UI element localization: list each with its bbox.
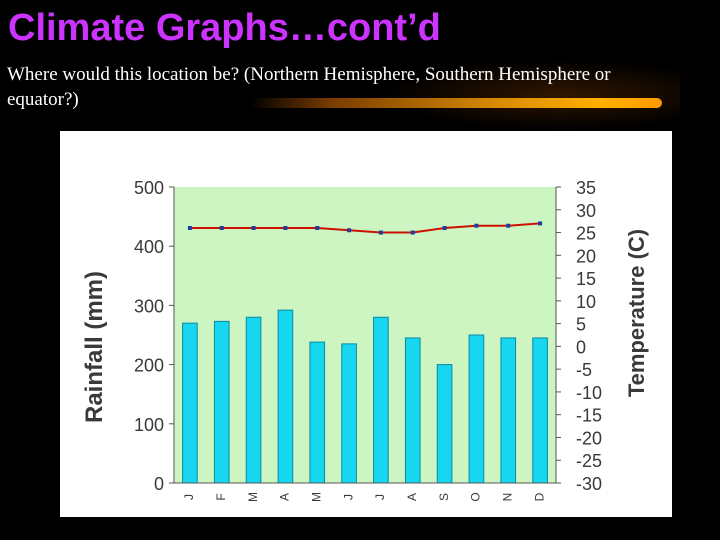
right-tick-label: 0: [576, 337, 586, 357]
left-tick-label: 0: [154, 474, 164, 494]
rainfall-bar: [341, 343, 357, 484]
temperature-point: [442, 225, 447, 230]
temperature-point: [410, 230, 415, 235]
plot-area: [174, 187, 556, 483]
climate-graph: 0 100 200 300 400 500 -30 -25 -20 -15 -10 -5 0 5 10 15 2…: [60, 131, 672, 517]
title-underline-bar: [250, 98, 662, 108]
right-tick-label: 20: [576, 246, 596, 266]
temperature-point: [474, 223, 479, 228]
temperature-point: [219, 225, 224, 230]
x-tick-label: M: [309, 492, 323, 502]
x-tick-label: J: [182, 494, 196, 500]
left-tick-label: 400: [134, 237, 164, 257]
temperature-point: [378, 230, 383, 235]
x-tick-label: A: [405, 493, 419, 501]
temperature-line: [189, 222, 541, 234]
rainfall-bar: [373, 316, 389, 484]
right-tick-label: 35: [576, 178, 596, 198]
rainfall-bar: [182, 322, 198, 484]
right-tick-label: -10: [576, 383, 602, 403]
rainfall-bar: [213, 320, 230, 484]
rainfall-bar: [404, 337, 421, 484]
x-tick-label: M: [246, 492, 260, 502]
temperature-point: [315, 225, 320, 230]
rainfall-bar: [277, 309, 294, 484]
right-tick-label: 5: [576, 315, 586, 335]
rainfall-bar: [500, 337, 517, 484]
right-tick-label: -30: [576, 474, 602, 494]
left-tick-label: 100: [134, 415, 164, 435]
title-underline-glow: [380, 60, 680, 130]
temperature-point: [347, 228, 352, 233]
y2-axis-title: Temperature (C): [624, 229, 649, 397]
right-tick-label: 10: [576, 292, 596, 312]
right-tick-label: 30: [576, 201, 596, 221]
x-tick-label: N: [500, 493, 514, 502]
x-tick-label: D: [532, 492, 546, 501]
x-tick-label: J: [373, 494, 387, 500]
question-text: Where would this location be? (Northern …: [7, 64, 611, 110]
right-tick-label: -25: [576, 451, 602, 471]
rainfall-bar: [309, 341, 326, 484]
x-tick-label: O: [469, 492, 483, 501]
x-tick-label: S: [437, 493, 451, 501]
x-tick-label: A: [278, 493, 292, 501]
x-tick-label: J: [341, 494, 355, 500]
climate-graph-svg: 0100200300400500-30-25-20-15-10-50510152…: [81, 178, 649, 502]
right-tick-label: -5: [576, 360, 592, 380]
right-tick-label: 15: [576, 269, 596, 289]
right-tick-label: -20: [576, 428, 602, 448]
left-tick-label: 300: [134, 296, 164, 316]
left-tick-label: 200: [134, 356, 164, 376]
right-tick-label: -15: [576, 406, 602, 426]
rainfall-bar: [245, 316, 262, 484]
left-tick-label: 500: [134, 178, 164, 198]
slide-title: Climate Graphs…cont’d: [8, 7, 441, 49]
rainfall-bar: [532, 337, 548, 484]
temperature-point: [283, 225, 288, 230]
right-tick-label: 25: [576, 224, 596, 244]
rainfall-bar: [436, 364, 453, 484]
temperature-point: [187, 225, 192, 230]
y-axis-title: Rainfall (mm): [81, 271, 108, 423]
rainfall-bar: [468, 334, 485, 484]
temperature-point: [538, 221, 543, 226]
temperature-point: [251, 225, 256, 230]
temperature-point: [506, 223, 511, 228]
x-tick-label: F: [214, 493, 228, 500]
